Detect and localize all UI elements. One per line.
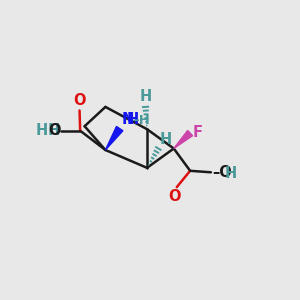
Text: H: H — [160, 132, 172, 147]
Text: O: O — [48, 123, 61, 138]
Text: O: O — [73, 93, 86, 108]
Text: O: O — [169, 189, 181, 204]
Text: H: H — [224, 166, 237, 181]
Polygon shape — [174, 130, 193, 148]
Text: N: N — [121, 112, 134, 127]
Text: –O: –O — [212, 165, 232, 180]
Text: H: H — [140, 89, 152, 104]
Text: F: F — [192, 125, 202, 140]
Text: –H: –H — [132, 114, 150, 127]
Text: H: H — [35, 123, 47, 138]
Polygon shape — [105, 127, 123, 150]
Text: H: H — [127, 112, 139, 127]
Text: H: H — [47, 123, 60, 138]
